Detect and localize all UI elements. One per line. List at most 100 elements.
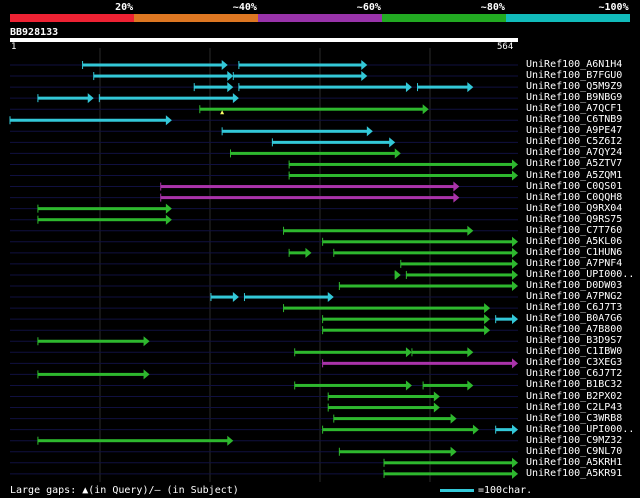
hit-name-link[interactable]: UniRef100_B7FGU0	[526, 70, 623, 82]
hit-arrow	[221, 60, 228, 70]
hit-arrow	[512, 314, 518, 325]
hit-segment	[339, 284, 514, 288]
hit-arrow	[484, 303, 491, 314]
hit-name-link[interactable]: UniRef100_C0QQH8	[526, 191, 623, 203]
hit-name-link[interactable]: UniRef100_C6J7T3	[526, 302, 623, 314]
hit-segment	[384, 461, 514, 465]
hit-name-link[interactable]: UniRef100_A5ZTV7	[526, 158, 623, 170]
hit-arrow	[453, 192, 460, 203]
hit-name-link[interactable]: UniRef100_C7T760	[526, 224, 623, 236]
hit-name-link[interactable]: UniRef100_D0DW03	[526, 280, 623, 291]
identity-scale-bar	[10, 14, 630, 22]
hit-name-link[interactable]: UniRef100_C0QS01	[526, 180, 623, 192]
hit-name-link[interactable]: UniRef100_C3XEG3	[526, 357, 623, 369]
hit-name-link[interactable]: UniRef100_B1BC32	[526, 379, 623, 391]
hit-segment	[406, 273, 514, 277]
scale-label: ~100%	[598, 2, 629, 13]
hit-segment	[384, 472, 514, 476]
hit-name-link[interactable]: UniRef100_A5KL06	[526, 235, 623, 247]
hit-segment	[283, 229, 470, 233]
hit-name-link[interactable]: UniRef100_C1HUN6	[526, 246, 623, 258]
hit-segment	[289, 251, 308, 255]
hit-arrow	[512, 468, 518, 479]
hit-arrow	[143, 336, 150, 347]
hit-name-link[interactable]: UniRef100_A6N1H4	[526, 59, 623, 70]
hit-name-link[interactable]: UniRef100_UPI000..	[526, 423, 635, 435]
hit-name-link[interactable]: UniRef100_A5KRH1	[526, 456, 623, 468]
hit-name-link[interactable]: UniRef100_A9PE47	[526, 125, 623, 137]
scale-label: ~80%	[480, 2, 505, 13]
hit-arrow	[405, 82, 412, 93]
hit-segment	[322, 428, 475, 432]
hit-name-link[interactable]: UniRef100_A5ZQM1	[526, 169, 623, 181]
hit-name-link[interactable]: UniRef100_A7B800	[526, 324, 623, 336]
hit-name-link[interactable]: UniRef100_C6J7T2	[526, 368, 623, 380]
hit-name-link[interactable]: UniRef100_C9NL70	[526, 445, 623, 457]
gaps-legend: Large gaps: ▲(in Query)/– (in Subject)	[10, 485, 239, 496]
hit-segment	[328, 406, 436, 410]
hit-arrow	[405, 380, 412, 391]
hit-arrow	[467, 82, 474, 93]
hit-name-link[interactable]: UniRef100_Q9RS75	[526, 213, 623, 225]
scale-label: 20%	[115, 2, 134, 13]
hit-arrow	[512, 258, 518, 269]
hit-name-link[interactable]: UniRef100_B2PX02	[526, 390, 623, 402]
hit-name-link[interactable]: UniRef100_C6TNB9	[526, 114, 623, 126]
hit-name-link[interactable]: UniRef100_UPI000..	[526, 268, 635, 280]
hit-segment	[82, 63, 224, 67]
hit-segment	[283, 306, 487, 310]
hit-arrow	[450, 413, 457, 424]
hit-name-link[interactable]: UniRef100_B3D9S7	[526, 335, 623, 347]
hit-arrow	[394, 269, 401, 280]
hit-segment	[289, 174, 514, 177]
hit-name-link[interactable]: UniRef100_A7QY24	[526, 147, 623, 159]
hit-segment	[333, 417, 453, 421]
hit-segment	[244, 295, 330, 299]
hit-arrow	[305, 247, 312, 258]
hit-segment	[37, 439, 230, 443]
hit-name-link[interactable]: UniRef100_A7QCF1	[526, 103, 623, 115]
hit-arrow	[512, 247, 518, 258]
hit-arrow	[467, 380, 474, 391]
hit-segment	[230, 151, 397, 155]
hit-arrow	[165, 115, 172, 126]
hit-segment	[495, 428, 514, 432]
hit-name-link[interactable]: UniRef100_C1IBW0	[526, 346, 623, 358]
hit-segment	[328, 395, 436, 398]
hit-segment	[10, 118, 168, 122]
hit-arrow	[422, 104, 429, 115]
hit-arrow	[327, 292, 334, 303]
hit-arrow	[484, 325, 491, 336]
query-bar	[10, 38, 518, 42]
hit-name-link[interactable]: UniRef100_C3WRB8	[526, 412, 623, 424]
hit-name-link[interactable]: UniRef100_C2LP43	[526, 401, 623, 413]
hit-name-link[interactable]: UniRef100_B0A7G6	[526, 313, 623, 325]
hit-segment	[238, 63, 364, 67]
scale-legend-label: =100char.	[478, 485, 533, 496]
hit-arrow	[450, 446, 457, 457]
hit-arrow	[227, 435, 234, 446]
hit-segment	[322, 317, 487, 321]
hit-name-link[interactable]: UniRef100_C9MZ32	[526, 434, 623, 446]
hit-name-link[interactable]: UniRef100_A7PNG2	[526, 291, 623, 303]
query-start: 1	[11, 42, 17, 52]
hit-name-link[interactable]: UniRef100_A5KR91	[526, 467, 623, 479]
hit-arrow	[484, 314, 491, 325]
hit-arrow	[512, 170, 518, 181]
scale-segment	[10, 14, 134, 22]
hit-arrow	[389, 137, 396, 148]
hit-arrow	[165, 214, 172, 225]
hit-segment	[423, 383, 470, 387]
hit-name-link[interactable]: UniRef100_A7PNF4	[526, 257, 623, 269]
scale-label: ~60%	[356, 2, 381, 13]
hit-segment	[160, 196, 456, 200]
hit-name-link[interactable]: UniRef100_Q9RX04	[526, 202, 623, 214]
hit-arrow	[512, 269, 518, 280]
hit-segment	[199, 107, 425, 111]
scale-segment	[134, 14, 258, 22]
query-gap-marker	[220, 110, 225, 115]
hit-name-link[interactable]: UniRef100_B9NBG9	[526, 92, 623, 104]
hit-name-link[interactable]: UniRef100_C5Z6I2	[526, 136, 623, 148]
hit-segment	[294, 383, 408, 387]
hit-name-link[interactable]: UniRef100_Q5M9Z9	[526, 81, 623, 93]
